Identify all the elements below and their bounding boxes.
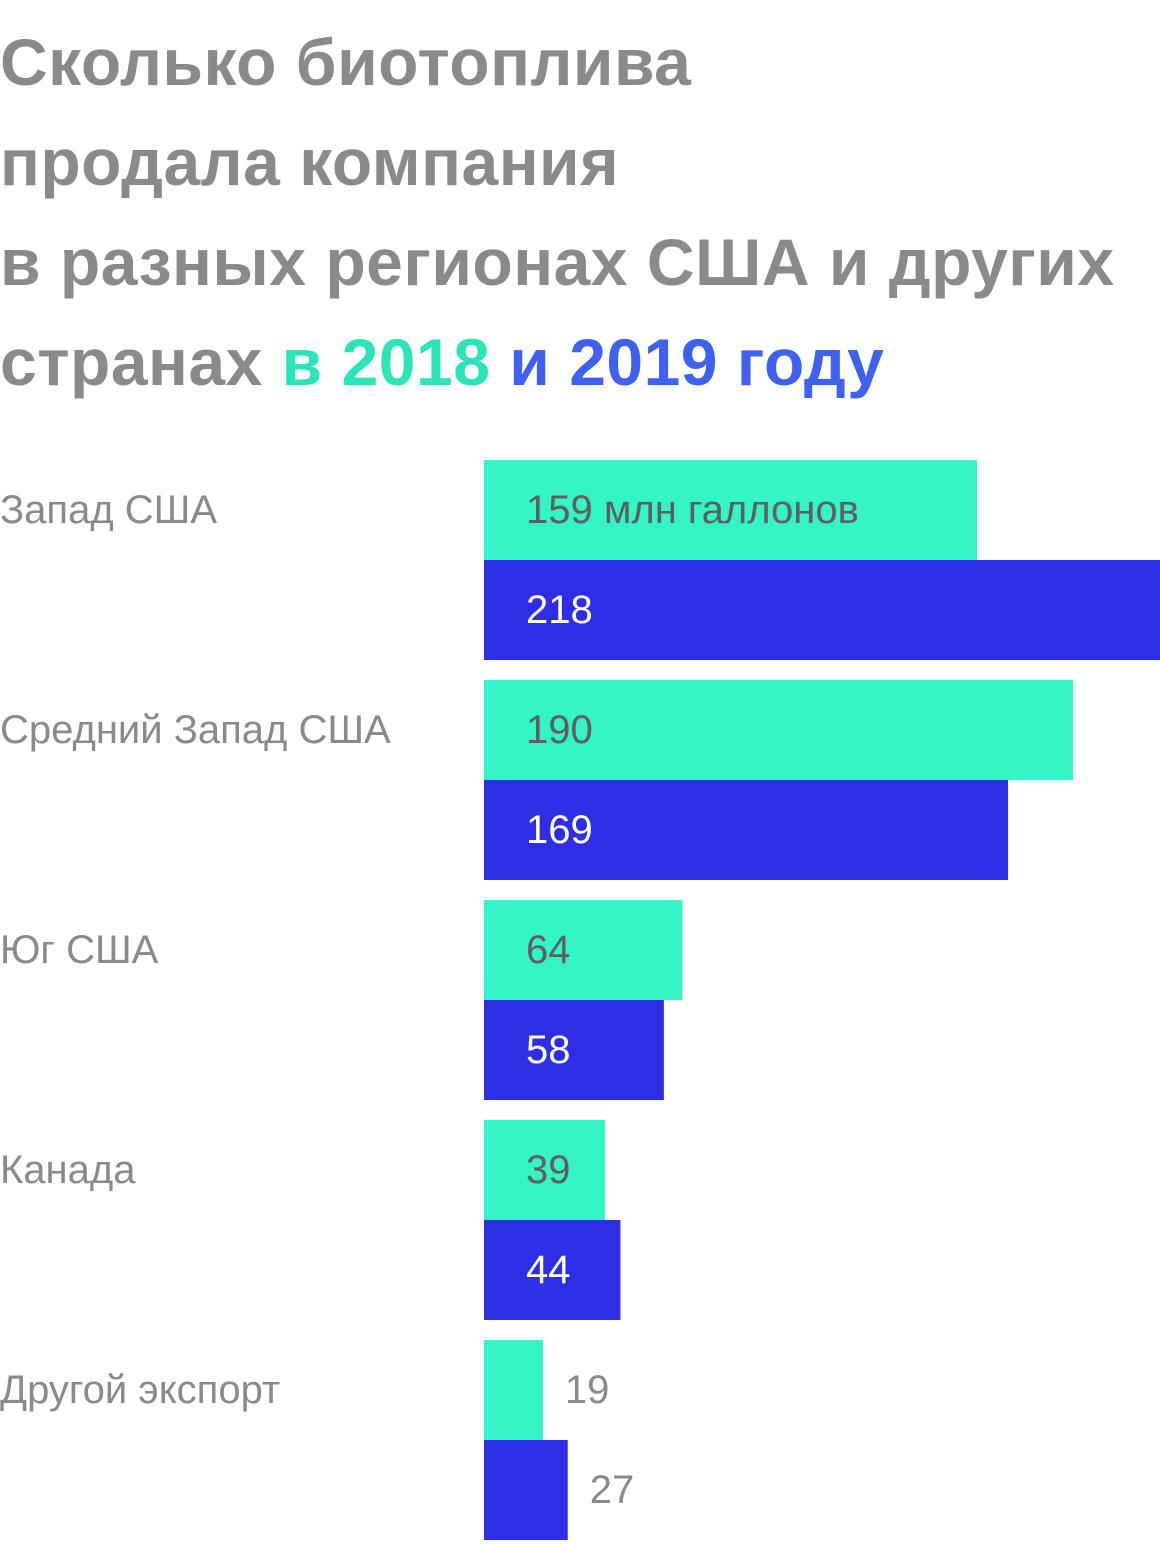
- category-label: Канада: [0, 1148, 136, 1192]
- title-legend-2019: и 2019 году: [509, 325, 884, 399]
- bar-2018: [484, 460, 978, 560]
- title-in: в: [281, 325, 323, 399]
- bar-2019: [484, 1440, 568, 1540]
- title-year-2019: 2019: [569, 325, 719, 399]
- value-label-2019: 169: [526, 808, 593, 852]
- category-label: Юг США: [0, 928, 159, 972]
- bar-2019: [484, 1000, 664, 1100]
- value-label-2019: 218: [526, 588, 593, 632]
- value-label-2019: 44: [526, 1248, 571, 1292]
- value-label-2018: 19: [565, 1368, 610, 1412]
- title-line-4: странах в 2018 и 2019 году: [0, 312, 1160, 412]
- title-line-2: продала компания: [0, 125, 620, 199]
- bar-2019: [484, 780, 1009, 880]
- title-suffix: году: [736, 325, 885, 399]
- category-label: Средний Запад США: [0, 708, 391, 752]
- value-label-2018: 190: [526, 708, 593, 752]
- title-line-3: в разных регионах США и других: [0, 225, 1115, 299]
- title-legend-2018: в 2018: [282, 325, 491, 399]
- value-label-2018: 159 млн галлонов: [526, 488, 859, 532]
- title-line-4-prefix: странах: [0, 325, 263, 399]
- bar-2018: [484, 1340, 543, 1440]
- title-and: и: [509, 325, 551, 399]
- bar-2019: [484, 560, 1160, 660]
- title-year-2018: 2018: [341, 325, 491, 399]
- bar-2018: [484, 680, 1074, 780]
- bar-2019: [484, 1220, 621, 1320]
- bar-2018: [484, 900, 683, 1000]
- value-label-2019: 27: [590, 1468, 635, 1512]
- value-label-2019: 58: [526, 1028, 571, 1072]
- bar-2018: [484, 1120, 605, 1220]
- category-label: Другой экспорт: [0, 1368, 280, 1412]
- value-label-2018: 64: [526, 928, 571, 972]
- category-label: Запад США: [0, 488, 217, 532]
- value-label-2018: 39: [526, 1148, 571, 1192]
- title-line-1: Сколько биотоплива: [0, 25, 692, 99]
- chart-title: Сколько биотоплива продала компания в ра…: [0, 12, 1160, 412]
